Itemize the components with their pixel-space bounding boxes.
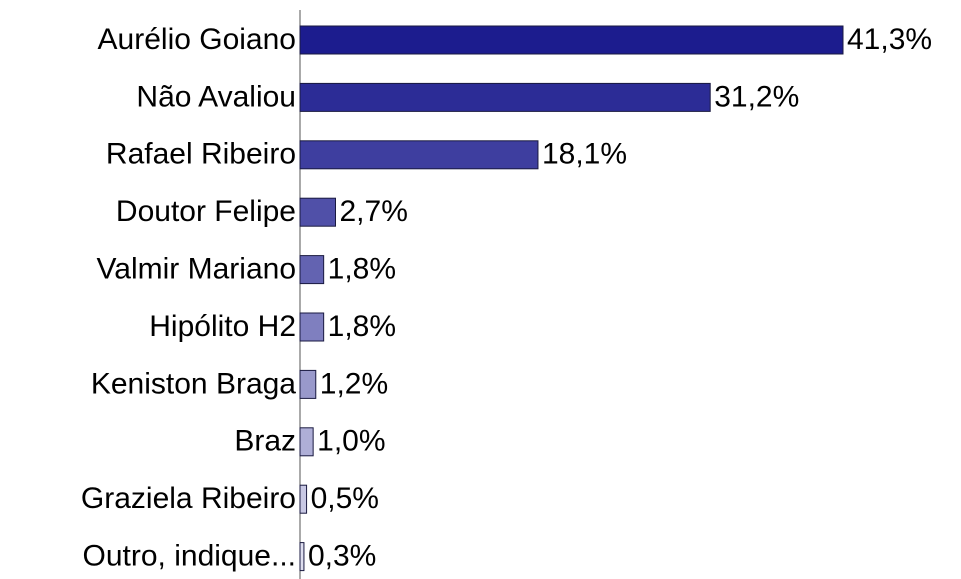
value-label: 1,2%: [320, 367, 388, 400]
value-label: 1,8%: [328, 253, 396, 286]
category-label: Valmir Mariano: [97, 253, 297, 286]
category-label: Graziela Ribeiro: [81, 482, 296, 515]
value-label: 1,0%: [317, 425, 385, 458]
bar: [299, 82, 711, 112]
bar: [299, 312, 325, 342]
category-label: Outro, indique...: [83, 540, 296, 573]
bar: [299, 369, 317, 399]
bar: [299, 140, 539, 170]
bar: [299, 25, 844, 55]
bar: [299, 197, 336, 227]
value-label: 41,3%: [847, 23, 932, 56]
value-label: 0,5%: [311, 482, 379, 515]
bar: [299, 542, 305, 572]
value-label: 18,1%: [542, 138, 627, 171]
value-label: 2,7%: [339, 195, 407, 228]
category-label: Não Avaliou: [136, 80, 296, 113]
category-label: Hipólito H2: [149, 310, 296, 343]
category-label: Keniston Braga: [91, 367, 296, 400]
category-label: Aurélio Goiano: [98, 23, 296, 56]
bar: [299, 255, 325, 285]
value-label: 0,3%: [308, 540, 376, 573]
category-label: Braz: [234, 425, 296, 458]
category-label: Rafael Ribeiro: [106, 138, 296, 171]
category-label: Doutor Felipe: [116, 195, 296, 228]
bar: [299, 427, 314, 457]
bar: [299, 484, 308, 514]
value-label: 1,8%: [328, 310, 396, 343]
value-label: 31,2%: [714, 80, 799, 113]
